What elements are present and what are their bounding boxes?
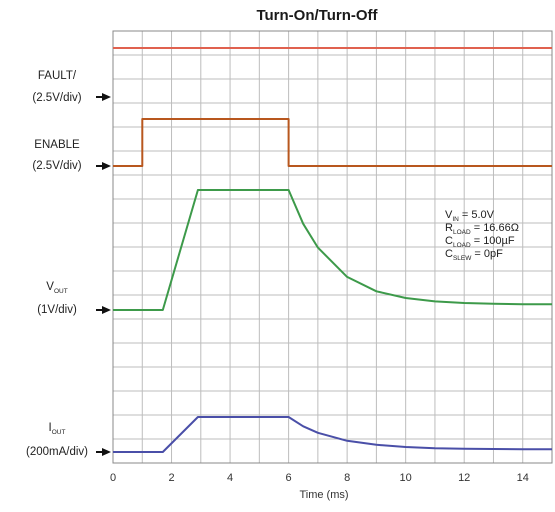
channel-label-enable: ENABLE — [34, 139, 80, 151]
x-tick-label: 14 — [517, 472, 529, 484]
channel-label-vout: VOUT — [46, 281, 67, 295]
channel-arrow-head-enable — [102, 162, 111, 170]
x-axis-label: Time (ms) — [299, 489, 348, 501]
annotation-line: VIN = 5.0V — [445, 209, 495, 223]
x-tick-label: 0 — [110, 472, 116, 484]
channel-arrow-head-fault — [102, 93, 111, 101]
plot-grid — [113, 31, 552, 463]
annotation-line: CLOAD = 100µF — [445, 235, 515, 249]
trace-lines — [113, 47, 552, 453]
x-tick-label: 2 — [168, 472, 174, 484]
trace-vout — [113, 189, 552, 311]
chart-title: Turn-On/Turn-Off — [256, 7, 378, 24]
x-axis-ticks: 0 2 4 6 8 10 12 14 — [110, 472, 529, 484]
plot-border — [112, 30, 553, 464]
annotation-line: RLOAD = 16.66Ω — [445, 222, 519, 236]
channel-arrow-head-iout — [102, 448, 111, 456]
channel-labels: FAULT/ (2.5V/div) ENABLE (2.5V/div) VOUT (1V/… — [26, 70, 111, 458]
channel-arrow-head-vout — [102, 306, 111, 314]
channel-scale-fault: (2.5V/div) — [32, 92, 81, 104]
channel-scale-vout: (1V/div) — [37, 304, 77, 316]
x-tick-label: 12 — [458, 472, 470, 484]
x-tick-label: 8 — [344, 472, 350, 484]
trace-enable — [113, 118, 552, 167]
channel-scale-iout: (200mA/div) — [26, 446, 88, 458]
channel-scale-enable: (2.5V/div) — [32, 160, 81, 172]
x-tick-label: 4 — [227, 472, 233, 484]
channel-label-iout: IOUT — [49, 422, 66, 436]
x-tick-label: 6 — [286, 472, 292, 484]
x-tick-label: 10 — [400, 472, 412, 484]
channel-label-fault: FAULT/ — [38, 70, 77, 82]
annotation-line: CSLEW = 0pF — [445, 248, 503, 262]
trace-iout — [113, 416, 552, 453]
